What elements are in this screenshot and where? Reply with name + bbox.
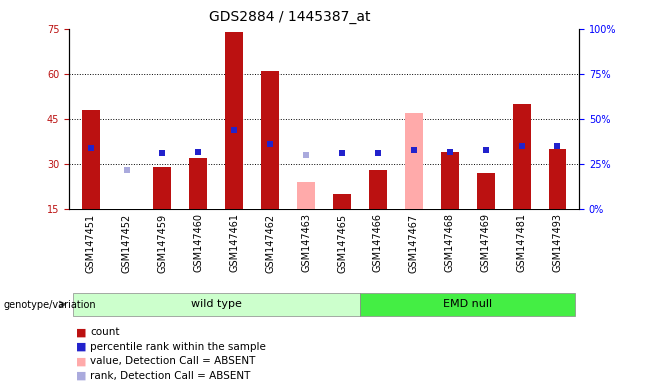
Bar [549, 149, 567, 209]
Text: GDS2884 / 1445387_at: GDS2884 / 1445387_at [209, 10, 370, 23]
Text: ■: ■ [76, 327, 86, 337]
Text: percentile rank within the sample: percentile rank within the sample [90, 342, 266, 352]
Text: ■: ■ [76, 356, 86, 366]
Text: wild type: wild type [191, 299, 241, 310]
Bar [261, 71, 279, 209]
Text: GSM147467: GSM147467 [409, 214, 419, 273]
Bar [225, 32, 243, 209]
Bar [513, 104, 530, 209]
Text: GSM147460: GSM147460 [193, 214, 203, 272]
Text: GSM147463: GSM147463 [301, 214, 311, 272]
Bar [297, 182, 315, 209]
Bar [369, 170, 387, 209]
Text: GSM147452: GSM147452 [122, 214, 132, 273]
Text: count: count [90, 327, 120, 337]
Text: ■: ■ [76, 342, 86, 352]
Bar [441, 152, 459, 209]
Text: GSM147493: GSM147493 [553, 214, 563, 272]
Bar [476, 173, 495, 209]
Text: ■: ■ [76, 371, 86, 381]
Text: GSM147469: GSM147469 [480, 214, 491, 272]
Text: rank, Detection Call = ABSENT: rank, Detection Call = ABSENT [90, 371, 251, 381]
Bar [405, 113, 423, 209]
Text: GSM147462: GSM147462 [265, 214, 275, 273]
Bar [82, 110, 99, 209]
Text: GSM147451: GSM147451 [86, 214, 95, 273]
Text: genotype/variation: genotype/variation [3, 300, 96, 310]
Text: GSM147465: GSM147465 [337, 214, 347, 273]
Bar [333, 194, 351, 209]
Text: GSM147481: GSM147481 [517, 214, 526, 272]
Text: EMD null: EMD null [443, 299, 492, 310]
Bar [153, 167, 172, 209]
Bar [190, 158, 207, 209]
Bar [72, 293, 360, 316]
Text: GSM147459: GSM147459 [157, 214, 168, 273]
Text: value, Detection Call = ABSENT: value, Detection Call = ABSENT [90, 356, 255, 366]
Text: GSM147468: GSM147468 [445, 214, 455, 272]
Text: GSM147466: GSM147466 [373, 214, 383, 272]
Bar [360, 293, 576, 316]
Text: GSM147461: GSM147461 [229, 214, 240, 272]
